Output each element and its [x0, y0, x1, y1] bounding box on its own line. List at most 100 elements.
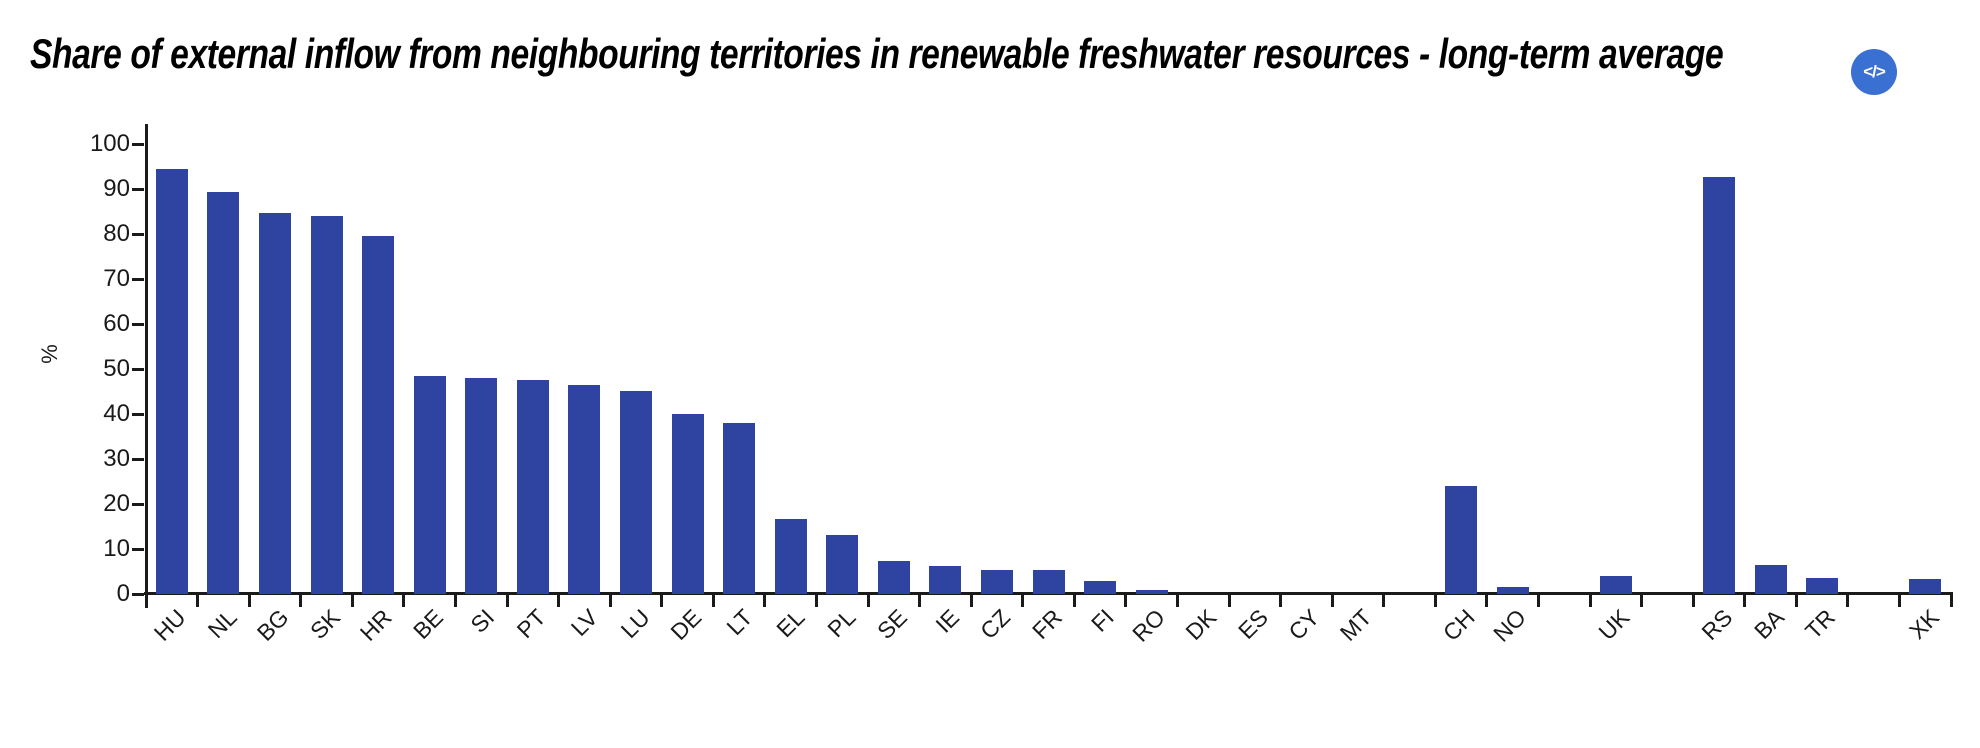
bar-SE [878, 561, 910, 594]
bar-EL [775, 519, 807, 594]
x-tick [1330, 594, 1334, 607]
bar-NO [1497, 587, 1529, 594]
bar-RO [1136, 590, 1168, 594]
x-tick-label-SI: SI [465, 604, 500, 638]
x-tick-label-SE: SE [872, 604, 913, 645]
x-tick [505, 594, 509, 607]
y-tick-label-30: 30 [103, 445, 130, 472]
x-tick [1279, 594, 1283, 607]
y-tick-label-100: 100 [89, 130, 130, 157]
x-tick-label-EL: EL [770, 604, 810, 643]
x-tick [969, 594, 973, 607]
y-tick-label-20: 20 [103, 490, 130, 517]
x-tick [196, 594, 200, 607]
bar-HR [362, 236, 394, 594]
x-tick [1124, 594, 1128, 607]
x-tick [866, 594, 870, 607]
y-tick-label-90: 90 [103, 175, 130, 202]
y-tick [132, 187, 144, 191]
x-tick-label-LT: LT [721, 604, 758, 641]
x-tick [1485, 594, 1489, 607]
x-tick-label-CH: CH [1437, 604, 1480, 646]
x-tick [814, 594, 818, 607]
x-tick [1227, 594, 1231, 607]
bar-BE [414, 376, 446, 594]
x-tick [557, 594, 561, 607]
x-tick-label-NO: NO [1488, 604, 1532, 647]
x-tick [711, 594, 715, 607]
x-tick-label-PL: PL [822, 604, 861, 643]
y-tick [132, 592, 144, 596]
x-tick [1021, 594, 1025, 607]
bar-FI [1084, 581, 1116, 594]
x-tick [1536, 594, 1540, 607]
x-tick [247, 594, 251, 607]
x-tick-label-LV: LV [565, 604, 603, 642]
bar-BA [1755, 565, 1787, 594]
x-tick-label-DK: DK [1180, 604, 1222, 645]
x-tick-label-LU: LU [615, 604, 655, 644]
x-tick [144, 594, 148, 607]
y-tick [132, 457, 144, 461]
y-tick-label-0: 0 [116, 580, 130, 607]
x-tick [1175, 594, 1179, 607]
bar-NL [207, 192, 239, 594]
x-tick-label-ES: ES [1233, 604, 1274, 645]
x-tick [763, 594, 767, 607]
x-tick [1743, 594, 1747, 607]
x-tick-label-HU: HU [148, 604, 191, 646]
y-tick-label-60: 60 [103, 310, 130, 337]
x-tick-label-RS: RS [1696, 604, 1738, 645]
x-tick-label-CY: CY [1283, 604, 1325, 645]
x-tick [608, 594, 612, 607]
bar-CZ [981, 570, 1013, 594]
bar-LT [723, 423, 755, 594]
bar-LV [568, 385, 600, 594]
y-tick [132, 277, 144, 281]
bar-RS [1703, 177, 1735, 594]
y-axis-line [145, 124, 148, 608]
x-tick [299, 594, 303, 607]
x-tick-label-CZ: CZ [975, 604, 1016, 645]
x-tick-label-HR: HR [354, 604, 397, 646]
y-tick [132, 502, 144, 506]
x-tick-label-BG: BG [251, 604, 294, 646]
embed-code-button[interactable]: </> [1851, 49, 1897, 95]
x-tick [918, 594, 922, 607]
x-tick [1691, 594, 1695, 607]
x-tick-label-IE: IE [929, 604, 964, 638]
x-tick-label-FI: FI [1085, 604, 1119, 637]
y-tick [132, 547, 144, 551]
x-tick-label-SK: SK [304, 604, 345, 645]
x-tick-label-MT: MT [1334, 604, 1377, 646]
y-tick-label-80: 80 [103, 220, 130, 247]
x-tick [1794, 594, 1798, 607]
x-tick [1588, 594, 1592, 607]
x-tick [1640, 594, 1644, 607]
x-tick [1382, 594, 1386, 607]
x-tick [1846, 594, 1850, 607]
x-tick-label-BE: BE [407, 604, 449, 645]
x-tick-label-DE: DE [664, 604, 706, 645]
y-tick [132, 412, 144, 416]
x-tick [660, 594, 664, 607]
bar-SK [311, 216, 343, 594]
x-tick-label-UK: UK [1593, 604, 1635, 645]
y-tick [132, 367, 144, 371]
bar-TR [1806, 578, 1838, 594]
bar-LU [620, 391, 652, 594]
x-tick [350, 594, 354, 607]
code-icon: </> [1863, 62, 1886, 81]
bar-PT [517, 380, 549, 594]
x-tick [402, 594, 406, 607]
x-tick-label-TR: TR [1800, 604, 1841, 645]
bar-IE [929, 566, 961, 594]
y-tick-label-10: 10 [103, 535, 130, 562]
x-tick-label-NL: NL [202, 604, 242, 644]
x-tick [1433, 594, 1437, 607]
x-tick [453, 594, 457, 607]
x-tick-label-PT: PT [512, 604, 552, 644]
bar-HU [156, 169, 188, 594]
y-tick-label-70: 70 [103, 265, 130, 292]
